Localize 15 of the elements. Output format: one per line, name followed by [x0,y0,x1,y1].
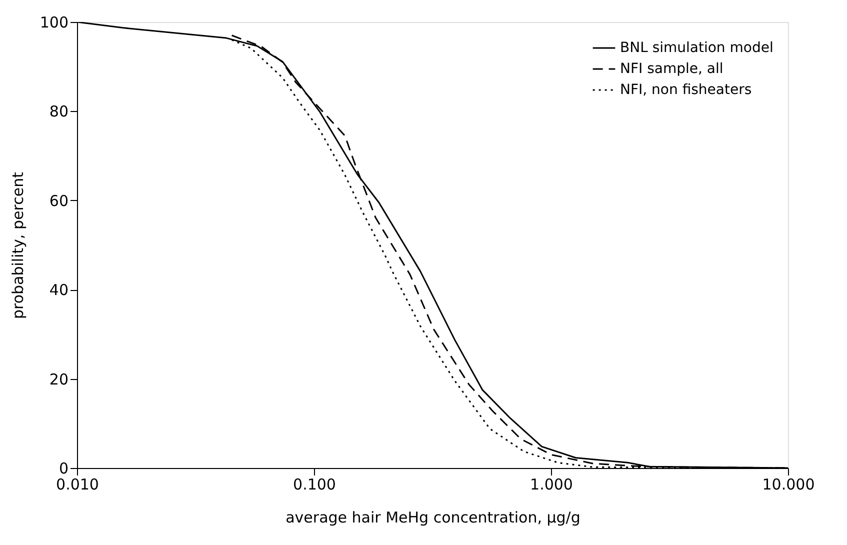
legend-label: NFI, non fisheaters [620,82,752,98]
y-tick-label: 60 [49,192,68,210]
y-tick-label: 100 [40,14,68,32]
y-axis-title: probability, percent [8,172,27,320]
x-tick-label: 1.000 [530,476,573,494]
x-axis-title: average hair MeHg concentration, μg/g [286,508,580,526]
x-tick-label: 0.010 [56,476,99,494]
legend-label: BNL simulation model [620,40,774,56]
y-tick-label: 80 [49,102,68,121]
x-tick-label: 0.100 [293,476,336,494]
x-tick-label: 10.000 [762,476,815,494]
legend-label: NFI sample, all [620,61,724,77]
y-tick-label: 20 [49,370,68,388]
y-tick-label: 0 [58,460,68,478]
y-tick-label: 40 [49,281,68,300]
